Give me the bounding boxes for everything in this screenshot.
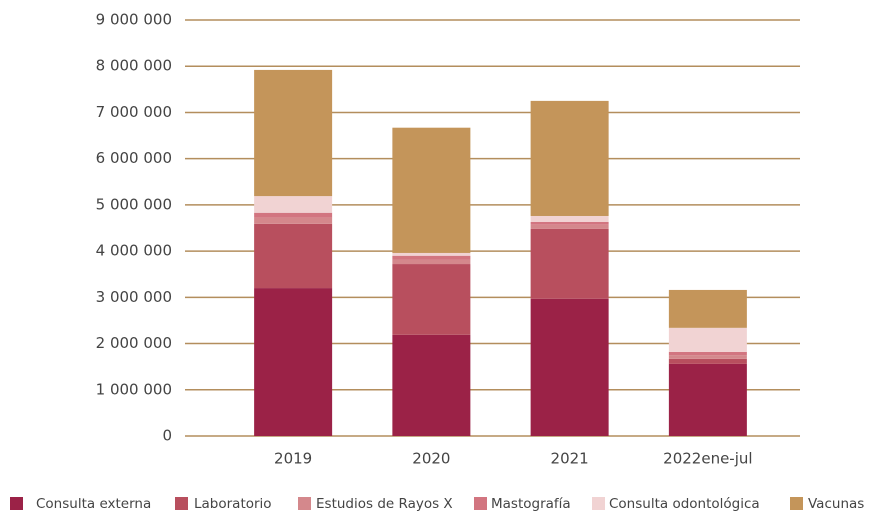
- bar-segment: [668, 289, 747, 328]
- bar-segment: [530, 224, 609, 229]
- legend-label: Mastografía: [491, 496, 571, 512]
- legend-label: Consulta odontológica: [609, 496, 760, 512]
- legend-label: Consulta externa: [36, 496, 151, 512]
- x-tick-label: 2022ene-jul: [663, 450, 752, 468]
- y-tick-label: 3 000 000: [96, 288, 172, 306]
- bar-segment: [530, 215, 609, 222]
- y-tick-label: 4 000 000: [96, 242, 172, 260]
- bar-segment: [254, 217, 333, 224]
- y-tick-label: 5 000 000: [96, 195, 172, 213]
- bar-segment: [530, 100, 609, 216]
- bar-segment: [668, 355, 747, 359]
- legend-swatch: [175, 497, 188, 510]
- y-tick-label: 9 000 000: [96, 11, 172, 29]
- y-tick-label: 7 000 000: [96, 103, 172, 121]
- bar-segment: [392, 255, 471, 260]
- y-tick-label: 0: [162, 427, 172, 445]
- y-tick-label: 1 000 000: [96, 380, 172, 398]
- legend: Consulta externa Laboratorio Estudios de…: [10, 496, 864, 512]
- y-tick-label: 2 000 000: [96, 334, 172, 352]
- bar-segment: [668, 327, 747, 352]
- bar-segment: [668, 363, 747, 436]
- legend-swatch: [298, 497, 311, 510]
- x-tick-label: 2021: [551, 450, 589, 468]
- x-tick-label: 2019: [274, 450, 312, 468]
- bar-segment: [668, 358, 747, 364]
- bar-segment: [392, 334, 471, 436]
- legend-swatch: [474, 497, 487, 510]
- bar-segment: [392, 127, 471, 253]
- bar-segment: [668, 351, 747, 356]
- legend-swatch: [790, 497, 803, 510]
- legend-swatch: [10, 497, 23, 510]
- bar-segment: [392, 264, 471, 335]
- legend-label: Vacunas: [808, 496, 864, 512]
- y-tick-label: 8 000 000: [96, 57, 172, 75]
- bar-segment: [392, 259, 471, 265]
- bar-segment: [530, 298, 609, 436]
- legend-label: Estudios de Rayos X: [316, 496, 453, 512]
- legend-swatch: [592, 497, 605, 510]
- bar-segment: [530, 228, 609, 299]
- bar-segment: [254, 69, 333, 197]
- bar-segment: [254, 212, 333, 218]
- legend-label: Laboratorio: [194, 496, 272, 512]
- bar-segment: [254, 223, 333, 289]
- x-tick-label: 2020: [412, 450, 450, 468]
- bar-segment: [392, 252, 471, 256]
- bar-segment: [254, 196, 333, 213]
- bar-segment: [530, 221, 609, 225]
- y-tick-label: 6 000 000: [96, 149, 172, 167]
- bar-segment: [254, 288, 333, 436]
